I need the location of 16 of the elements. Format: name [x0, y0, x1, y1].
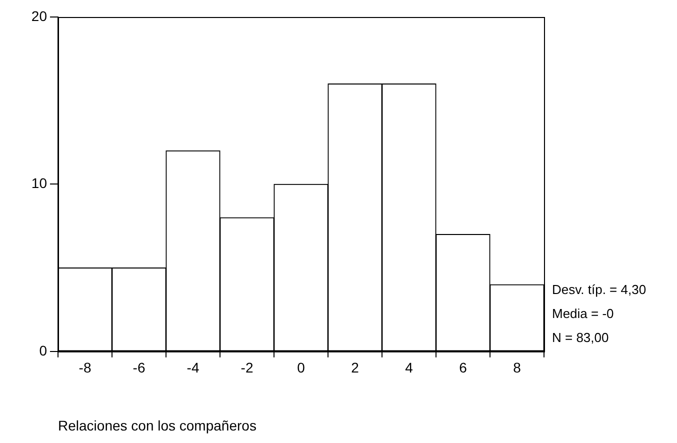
x-axis-title: Relaciones con los compañeros: [58, 417, 256, 434]
text: N = 83,00: [552, 330, 609, 345]
x-tick-label: 6: [459, 360, 468, 376]
x-tick-label: -4: [186, 360, 200, 376]
x-tick-label: -2: [240, 360, 254, 376]
y-tick-label: 0: [39, 342, 48, 358]
x-tick-label: -6: [132, 360, 146, 376]
y-tick-label: 20: [31, 8, 48, 24]
y-tick-label: 10: [31, 175, 48, 192]
text: Media = -0: [552, 306, 614, 321]
x-tick-label: 4: [405, 360, 414, 376]
x-tick-label: -8: [78, 360, 92, 376]
x-tick-label: 2: [351, 360, 360, 376]
x-tick-label: 0: [297, 360, 306, 376]
x-tick-label: 8: [513, 360, 522, 376]
text: Desv. típ. = 4,30: [552, 282, 646, 297]
